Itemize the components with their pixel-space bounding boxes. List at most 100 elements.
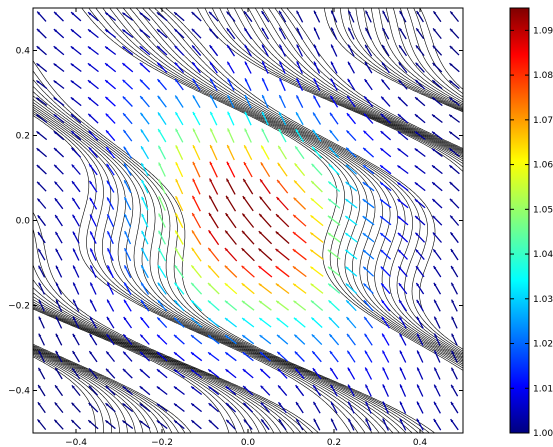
quiver-arrow xyxy=(122,79,134,90)
quiver-arrow xyxy=(329,112,339,125)
quiver-arrow xyxy=(105,146,116,159)
quiver-arrow xyxy=(261,111,269,126)
quiver-arrow xyxy=(225,368,237,379)
streamline xyxy=(33,351,128,433)
quiver-arrow xyxy=(330,78,338,91)
quiver-arrow xyxy=(227,111,235,126)
quiver-arrow xyxy=(379,198,392,209)
quiver-arrow xyxy=(449,45,460,56)
quiver-arrow xyxy=(397,147,409,158)
quiver-arrow xyxy=(36,62,48,73)
quiver-arrow xyxy=(433,333,441,346)
quiver-arrow xyxy=(139,11,151,22)
quiver-arrow xyxy=(327,283,341,294)
quiver-arrow xyxy=(330,418,338,431)
quiver-arrow xyxy=(242,402,254,413)
quiver-arrow xyxy=(157,145,167,160)
quiver-arrow xyxy=(294,162,306,177)
quiver-arrow xyxy=(380,266,391,277)
quiver-arrow xyxy=(71,402,81,413)
quiver-arrow xyxy=(225,385,237,396)
quiver-arrow xyxy=(295,384,305,397)
quiver-arrow xyxy=(226,61,235,74)
quiver-arrow xyxy=(364,384,372,397)
quiver-arrow xyxy=(36,11,47,22)
quiver-arrow xyxy=(310,180,323,193)
quiver-arrow xyxy=(209,78,218,91)
quiver-arrow xyxy=(346,129,357,142)
quiver-arrow xyxy=(347,384,355,397)
quiver-arrow xyxy=(89,282,97,295)
quiver-arrow xyxy=(448,147,460,158)
streamline xyxy=(197,8,463,173)
quiver-arrow xyxy=(190,351,203,362)
quiver-arrow xyxy=(275,213,290,228)
streamline xyxy=(268,8,463,152)
quiver-arrow xyxy=(70,147,82,158)
quiver-arrow xyxy=(397,198,409,209)
quiver-arrow xyxy=(398,299,408,312)
quiver-arrow xyxy=(431,96,443,107)
quiver-arrow xyxy=(36,97,48,106)
quiver-arrow xyxy=(89,316,97,329)
quiver-arrow xyxy=(106,180,115,193)
colorbar-tick-label: 1.03 xyxy=(533,295,553,305)
quiver-arrow xyxy=(123,299,132,312)
quiver-arrow xyxy=(207,351,220,362)
quiver-arrow xyxy=(432,45,443,56)
quiver-arrow xyxy=(416,367,424,380)
quiver-arrow xyxy=(139,95,150,108)
quiver-arrow xyxy=(157,299,167,312)
quiver-arrow xyxy=(38,350,46,363)
quiver-arrow xyxy=(380,282,391,295)
quiver-arrow xyxy=(448,96,460,107)
quiver-arrow xyxy=(433,418,442,431)
quiver-arrow xyxy=(106,333,115,346)
quiver-arrow xyxy=(241,247,255,262)
quiver-arrow xyxy=(345,181,358,192)
quiver-arrow xyxy=(347,10,355,23)
quiver-arrow xyxy=(53,113,65,124)
quiver-arrow xyxy=(122,402,134,413)
quiver-arrow xyxy=(365,401,372,414)
streamline xyxy=(129,8,463,359)
x-tick-label: 0.0 xyxy=(241,438,256,447)
quiver-arrow xyxy=(416,401,424,414)
y-tick-label: −0.2 xyxy=(8,302,30,312)
quiver-arrow xyxy=(141,213,149,228)
quiver-arrow xyxy=(55,316,63,329)
x-tick-label: 0.4 xyxy=(413,438,428,447)
quiver-arrow xyxy=(382,384,389,397)
quiver-arrow xyxy=(380,299,391,312)
quiver-arrow xyxy=(89,299,97,312)
quiver-arrow xyxy=(311,350,322,363)
quiver-arrow xyxy=(241,282,255,295)
quiver-arrow xyxy=(330,401,338,414)
quiver-arrow xyxy=(362,164,375,175)
quiver-arrow xyxy=(276,179,289,194)
quiver-arrow xyxy=(414,181,426,192)
quiver-arrow xyxy=(106,214,114,227)
quiver-arrow xyxy=(416,418,424,431)
quiver-arrow xyxy=(190,282,203,295)
quiver-arrow xyxy=(175,212,184,229)
quiver-arrow xyxy=(296,44,303,57)
quiver-arrow xyxy=(70,28,82,39)
streamline xyxy=(33,78,425,433)
quiver-arrow xyxy=(139,28,151,39)
quiver-arrow xyxy=(261,128,270,143)
quiver-arrow xyxy=(106,265,114,278)
quiver-arrow xyxy=(397,265,408,278)
quiver-arrow xyxy=(227,78,235,91)
streamline xyxy=(399,8,463,101)
quiver-arrow xyxy=(174,111,184,126)
quiver-arrow xyxy=(72,248,80,261)
quiver-arrow xyxy=(364,78,373,91)
quiver-arrow xyxy=(208,229,220,246)
quiver-arrow xyxy=(55,265,63,278)
quiver-arrow xyxy=(226,144,235,161)
streamline xyxy=(33,95,407,433)
quiver-arrow xyxy=(379,232,392,243)
quiver-arrow xyxy=(140,247,149,262)
quiver-arrow xyxy=(379,164,392,175)
